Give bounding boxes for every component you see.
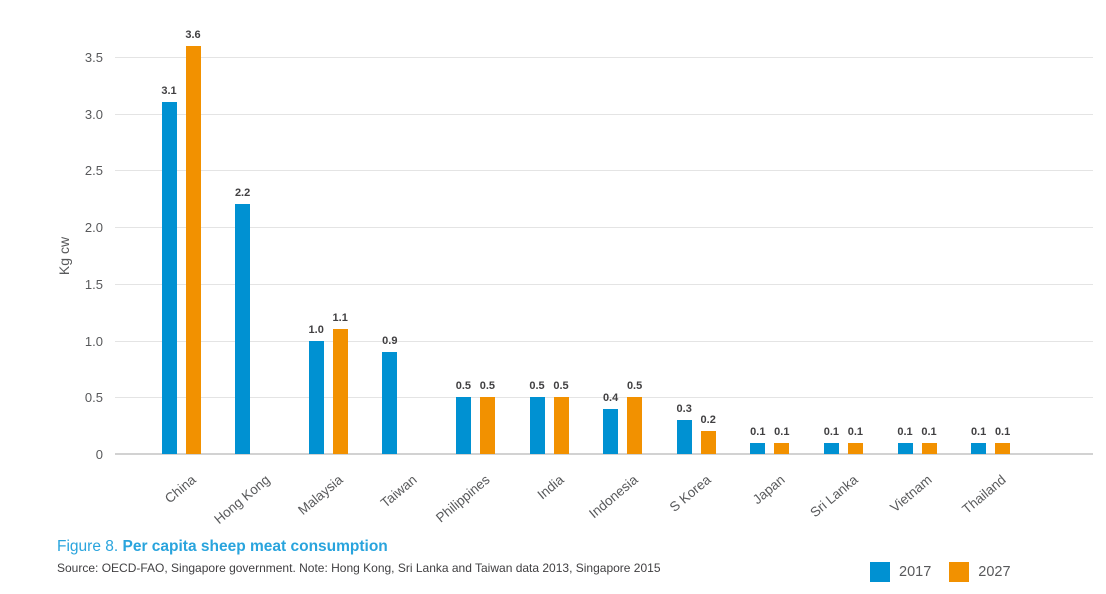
bar-value-label: 0.1 xyxy=(823,425,840,438)
y-axis-tick-label: 1.0 xyxy=(84,333,103,349)
bar-value-label: 0.5 xyxy=(553,380,569,393)
y-axis-tick-label: 1.5 xyxy=(84,276,103,292)
bar-indonesia-2027 xyxy=(627,397,643,454)
gridline xyxy=(115,283,1093,285)
bar-india-2027 xyxy=(553,397,569,454)
legend-item-2027: 2027 xyxy=(949,562,1011,582)
legend-swatch-2027 xyxy=(949,562,970,582)
figure-title: Per capita sheep meat consumption xyxy=(122,538,388,555)
bar-philippines-2027 xyxy=(479,397,495,454)
bar-value-label: 0.1 xyxy=(994,425,1011,438)
bar-value-label: 0.2 xyxy=(700,414,716,427)
bar-sri-lanka-2017 xyxy=(823,442,839,454)
bar-china-2017 xyxy=(161,102,177,454)
bar-indonesia-2017 xyxy=(603,408,619,454)
legend-label-2017: 2017 xyxy=(899,564,932,580)
gridline xyxy=(115,113,1093,115)
y-axis-tick-label: 0 xyxy=(95,447,103,462)
bar-vietnam-2027 xyxy=(921,442,937,454)
bar-value-label: 3.6 xyxy=(185,28,201,41)
bar-malaysia-2027 xyxy=(332,329,348,454)
bar-taiwan-2017 xyxy=(382,351,398,454)
chart-legend: 2017 2027 xyxy=(870,562,1011,582)
bar-philippines-2017 xyxy=(455,397,471,454)
bar-value-label: 0.1 xyxy=(750,425,766,438)
bar-value-label: 0.5 xyxy=(626,380,643,393)
legend-item-2017: 2017 xyxy=(870,562,931,582)
bar-sri-lanka-2027 xyxy=(847,442,863,454)
bar-value-label: 0.1 xyxy=(847,425,864,438)
bar-value-label: 3.1 xyxy=(161,85,177,98)
y-axis-tick-label: 0.5 xyxy=(84,390,103,406)
figure-caption: Figure 8. Per capita sheep meat consumpt… xyxy=(57,538,388,556)
y-axis-tick-label: 2.0 xyxy=(84,220,103,236)
bar-vietnam-2017 xyxy=(897,442,913,454)
bar-value-label: 0.5 xyxy=(479,380,496,393)
bar-india-2017 xyxy=(529,397,545,454)
bar-hong-kong-2017 xyxy=(235,204,251,454)
gridline xyxy=(115,340,1093,342)
source-note: Source: OECD-FAO, Singapore government. … xyxy=(57,561,661,575)
y-axis-tick-label: 3.0 xyxy=(84,106,103,122)
y-axis-tick-label: 2.5 xyxy=(84,163,103,179)
bar-thailand-2017 xyxy=(971,442,987,454)
gridline xyxy=(115,227,1093,229)
bar-value-label: 0.9 xyxy=(382,334,398,347)
bar-japan-2017 xyxy=(750,442,766,454)
bar-chart: Kg cw 0 0.5 1.0 1.5 2.0 2.5 3.0 3.5 3.1 3.6 China 2… xyxy=(56,28,1093,527)
y-axis-title: Kg cw xyxy=(56,236,72,276)
bar-value-label: 1.0 xyxy=(308,323,324,336)
bar-thailand-2027 xyxy=(995,442,1011,454)
legend-label-2027: 2027 xyxy=(978,564,1011,580)
bar-japan-2027 xyxy=(774,442,790,454)
bar-value-label: 0.1 xyxy=(897,425,913,438)
gridline xyxy=(115,170,1093,172)
bar-value-label: 0.1 xyxy=(970,425,987,438)
legend-swatch-2017 xyxy=(870,562,890,582)
gridline xyxy=(115,397,1093,399)
gridline xyxy=(115,57,1093,58)
y-axis-tick-label: 3.5 xyxy=(84,50,103,65)
bar-value-label: 1.1 xyxy=(332,312,348,325)
bar-s-korea-2027 xyxy=(700,431,716,454)
bar-china-2027 xyxy=(185,45,201,454)
bar-value-label: 0.4 xyxy=(602,391,619,404)
x-axis-line xyxy=(115,453,1093,455)
bar-value-label: 0.5 xyxy=(529,380,545,393)
bar-value-label: 0.1 xyxy=(921,425,937,438)
bar-value-label: 0.5 xyxy=(455,380,472,393)
figure-number-label: Figure 8. xyxy=(57,538,119,555)
bar-s-korea-2017 xyxy=(676,419,692,454)
bar-value-label: 0.1 xyxy=(774,425,790,438)
bar-value-label: 2.2 xyxy=(234,187,251,200)
bar-value-label: 0.3 xyxy=(676,402,692,415)
bar-malaysia-2017 xyxy=(308,340,324,454)
